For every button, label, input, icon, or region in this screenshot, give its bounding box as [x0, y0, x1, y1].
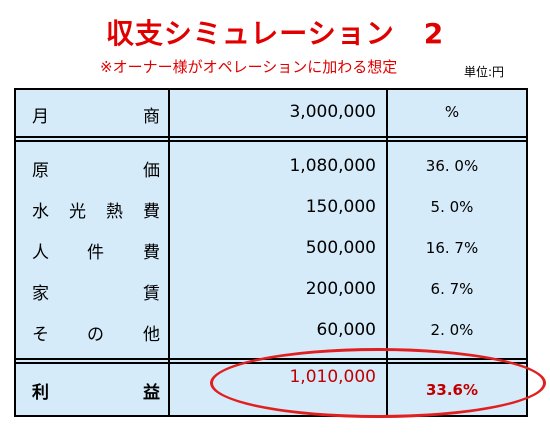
row-label-char: 人 [32, 243, 49, 263]
page-subtitle: ※オーナー様がオペレーションに加わる想定 [100, 58, 398, 76]
row-divider [16, 140, 526, 142]
row-percent: 6. 7% [430, 280, 474, 298]
profit-label-char: 利 [32, 383, 49, 403]
row-label-char: 他 [143, 325, 160, 345]
row-label-char: 水 [32, 202, 49, 222]
profit-label-char: 益 [143, 383, 160, 403]
percent-header: % [444, 103, 460, 121]
row-value: 500,000 [305, 238, 376, 258]
row-label-char: 費 [143, 243, 160, 263]
page-title: 収支シミュレーション 2 [105, 17, 445, 50]
row-value: 60,000 [316, 320, 376, 340]
unit-label: 単位:円 [464, 65, 505, 79]
row-label-char: 熱 [106, 202, 123, 222]
row-label-char: 原 [32, 161, 49, 181]
row-value: 1,080,000 [289, 156, 376, 176]
column-divider [168, 90, 170, 415]
row-label-char: 賃 [143, 284, 160, 304]
row-percent: 36. 0% [425, 157, 479, 175]
row-percent: 5. 0% [430, 198, 474, 216]
row-label-char: の [87, 325, 104, 345]
header-label-char: 商 [143, 107, 160, 127]
row-divider [16, 136, 526, 138]
profit-highlight-ellipse [210, 348, 546, 418]
row-percent: 2. 0% [430, 321, 474, 339]
column-divider [386, 90, 388, 415]
row-percent: 16. 7% [425, 239, 479, 257]
row-label-char: 家 [32, 284, 49, 304]
row-value: 200,000 [305, 279, 376, 299]
row-value: 150,000 [305, 197, 376, 217]
row-label-char: そ [32, 325, 49, 345]
row-label-char: 光 [69, 202, 86, 222]
monthly-sales-value: 3,000,000 [289, 102, 376, 122]
row-label-char: 価 [143, 161, 160, 181]
row-label-char: 件 [87, 243, 104, 263]
row-label-char: 費 [143, 202, 160, 222]
header-label-char: 月 [32, 107, 49, 127]
